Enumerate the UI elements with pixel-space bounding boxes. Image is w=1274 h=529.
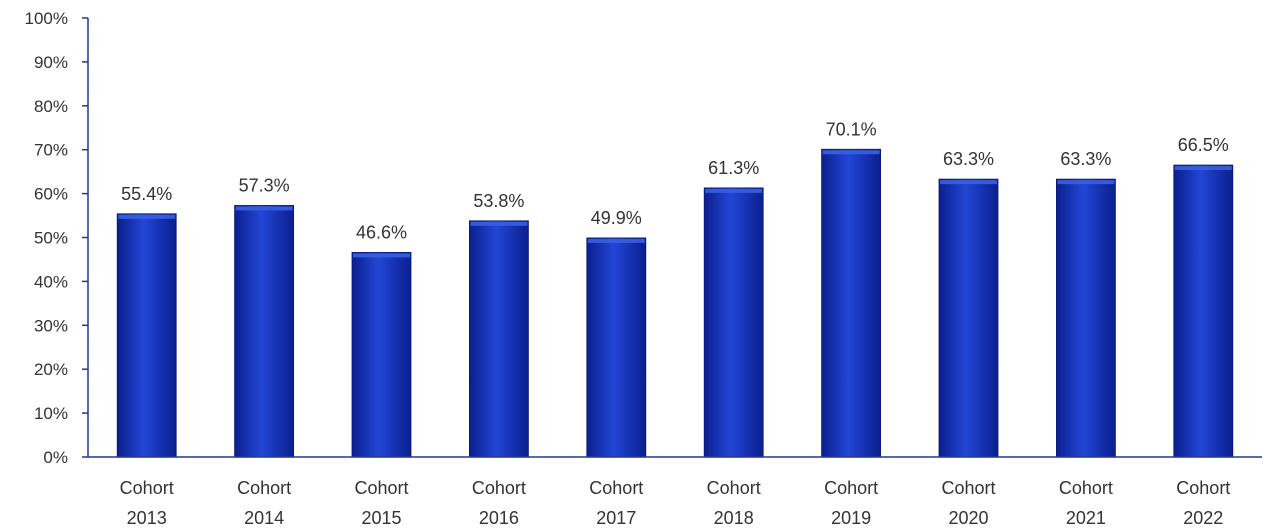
category-label: Cohort <box>707 478 761 498</box>
y-tick-label: 20% <box>34 360 68 379</box>
bar <box>821 148 881 458</box>
y-tick-label: 60% <box>34 185 68 204</box>
category-label: Cohort <box>472 478 526 498</box>
bar <box>234 205 295 458</box>
bar-bevel <box>822 150 880 155</box>
y-tick-label: 0% <box>43 448 68 467</box>
y-axis: 0% 10% 20% 30% 40% 50% 60% 70% 80% 90% 100% <box>25 9 89 467</box>
category-label: 2022 <box>1183 508 1223 528</box>
category-label: Cohort <box>1059 478 1113 498</box>
y-tick-label: 50% <box>34 229 68 248</box>
category-label: 2018 <box>714 508 754 528</box>
category-label: 2020 <box>948 508 988 528</box>
bar-bevel <box>705 188 763 193</box>
data-label: 63.3% <box>1060 149 1111 169</box>
bar-bevel <box>235 206 293 211</box>
y-tick-label: 70% <box>34 141 68 160</box>
category-label: 2019 <box>831 508 871 528</box>
bar <box>586 237 647 458</box>
bar-bevel <box>353 253 410 258</box>
category-label: Cohort <box>354 478 408 498</box>
bars: 55.4% 57.3% 46.6% 53.8% 49.9% 61.3% 70.1% 63.3%… <box>116 119 1234 458</box>
y-tick-label: 10% <box>34 404 68 423</box>
bar-bevel <box>118 214 176 219</box>
bar <box>1056 178 1116 458</box>
category-label: 2021 <box>1066 508 1106 528</box>
data-label: 61.3% <box>708 158 759 178</box>
bar <box>116 213 177 458</box>
category-label: Cohort <box>120 478 174 498</box>
data-label: 49.9% <box>591 208 642 228</box>
x-axis: Cohort 2013 Cohort 2014 Cohort 2015 Cohort 2016… <box>88 456 1262 528</box>
category-label: 2013 <box>127 508 167 528</box>
category-label: 2016 <box>479 508 519 528</box>
data-label: 70.1% <box>826 119 877 139</box>
category-label: Cohort <box>941 478 995 498</box>
bar <box>1173 164 1234 458</box>
data-label: 53.8% <box>473 191 524 211</box>
category-label: 2017 <box>596 508 636 528</box>
bar-bevel <box>1057 180 1115 185</box>
bar-bevel <box>587 238 645 243</box>
y-tick-label: 100% <box>25 9 68 28</box>
data-label: 55.4% <box>121 184 172 204</box>
bar <box>351 252 412 458</box>
bar <box>468 220 529 458</box>
data-label: 57.3% <box>239 175 290 195</box>
data-label: 66.5% <box>1178 135 1229 155</box>
category-label: 2014 <box>244 508 284 528</box>
category-label: Cohort <box>237 478 291 498</box>
data-label: 63.3% <box>943 149 994 169</box>
category-label: Cohort <box>1176 478 1230 498</box>
bar-bevel <box>940 180 997 185</box>
y-tick-label: 40% <box>34 272 68 291</box>
y-tick-label: 90% <box>34 53 68 72</box>
bar-bevel <box>1174 166 1232 171</box>
bar <box>703 187 764 458</box>
category-label: Cohort <box>589 478 643 498</box>
category-label: Cohort <box>824 478 878 498</box>
data-label: 46.6% <box>356 222 407 242</box>
y-tick-label: 80% <box>34 97 68 116</box>
bar <box>938 178 999 458</box>
category-label: 2015 <box>361 508 401 528</box>
bar-bevel <box>470 221 528 226</box>
y-tick-label: 30% <box>34 316 68 335</box>
